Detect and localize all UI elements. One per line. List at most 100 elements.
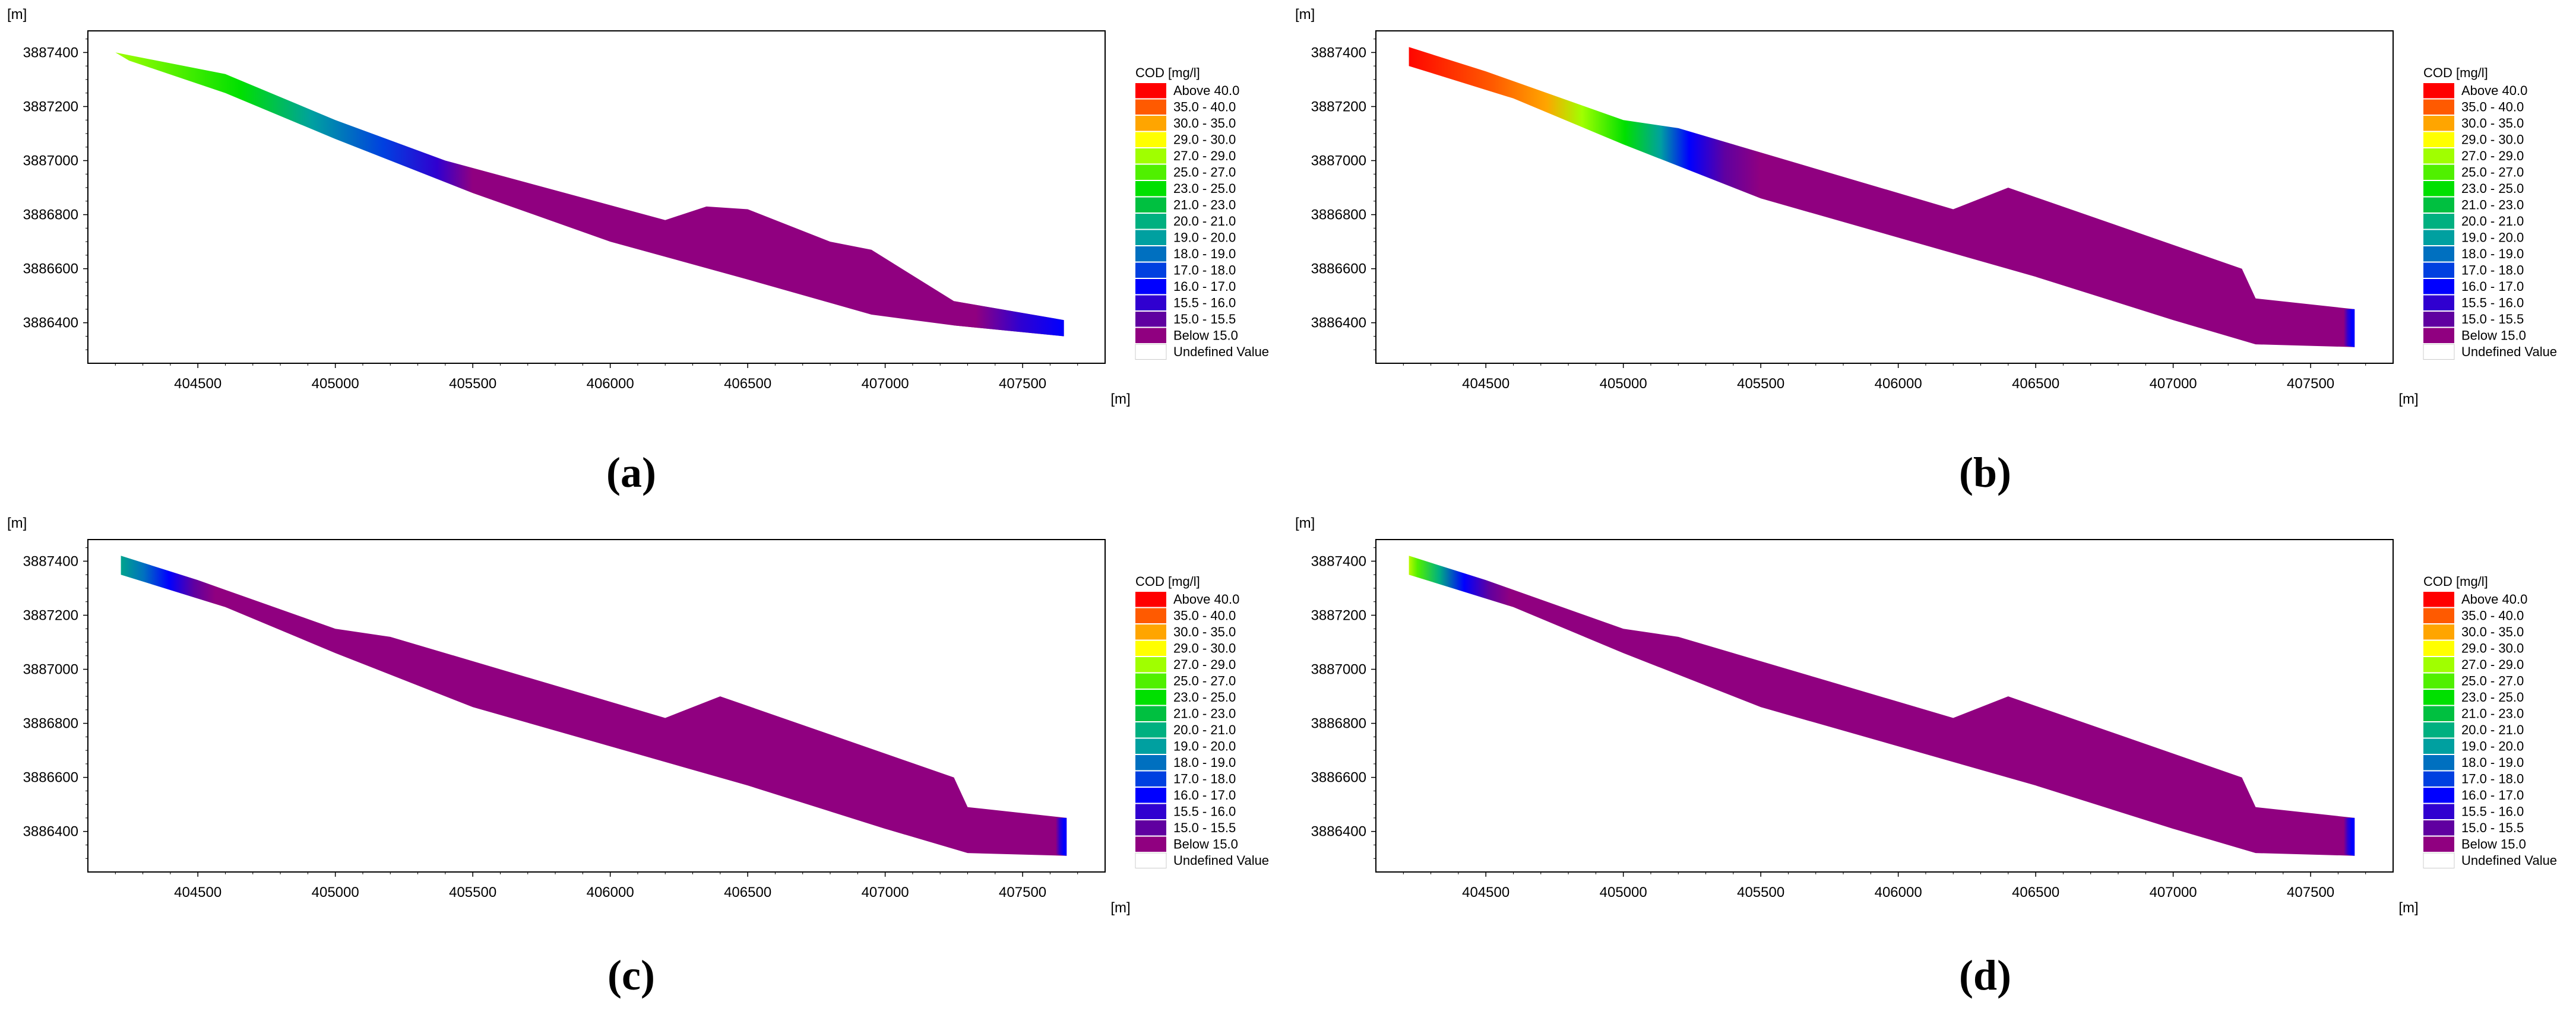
legend-swatch [1135, 755, 1166, 770]
legend-swatch [2423, 83, 2454, 99]
legend-label: 20.0 - 21.0 [2461, 722, 2524, 737]
y-tick-label: 3886600 [1311, 770, 1366, 786]
legend-label: 30.0 - 35.0 [1173, 624, 1236, 639]
legend-swatch [1135, 722, 1166, 738]
legend-swatch [1135, 116, 1166, 131]
legend-label: 19.0 - 20.0 [2461, 739, 2524, 754]
legend-swatch [2423, 706, 2454, 721]
legend-swatch [1135, 99, 1166, 115]
y-tick-label: 3886400 [1311, 315, 1366, 331]
y-tick-label: 3887000 [1311, 662, 1366, 678]
legend-swatch [1135, 820, 1166, 836]
legend-label: 15.0 - 15.5 [1173, 312, 1236, 326]
legend-swatch [1135, 246, 1166, 262]
legend-swatch [2423, 592, 2454, 607]
legend-label: 29.0 - 30.0 [2461, 641, 2524, 656]
legend-label: 15.0 - 15.5 [2461, 820, 2524, 835]
legend-label: 27.0 - 29.0 [2461, 148, 2524, 163]
legend-label: 27.0 - 29.0 [2461, 657, 2524, 672]
x-tick-label: 406500 [2012, 884, 2059, 900]
legend-swatch [1135, 640, 1166, 656]
panel-d: 404500 405000 405500 406000 406500 407000 4075… [1288, 509, 2576, 1018]
legend-swatch [1135, 197, 1166, 213]
legend-label: 17.0 - 18.0 [1173, 772, 1236, 787]
y-tick-label: 3887200 [23, 607, 78, 623]
y-tick-label: 3887400 [23, 45, 78, 61]
cod-field-end [954, 301, 1064, 337]
legend-swatch [1135, 312, 1166, 327]
legend-label: 17.0 - 18.0 [2461, 772, 2524, 787]
legend-swatch [1135, 230, 1166, 245]
y-tick-label: 3886800 [1311, 716, 1366, 732]
y-tick-label: 3887000 [23, 662, 78, 678]
x-tick-label: 407500 [999, 884, 1046, 900]
legend-label: Above 40.0 [2461, 592, 2527, 607]
legend-swatch [2423, 804, 2454, 819]
legend-swatch [2423, 246, 2454, 262]
legend-label: Above 40.0 [1173, 592, 1239, 607]
legend-swatch [1135, 344, 1167, 360]
legend-swatch [2423, 640, 2454, 656]
legend-swatch [2423, 197, 2454, 213]
y-tick-label: 3887200 [1311, 607, 1366, 623]
legend-label: Below 15.0 [1173, 837, 1238, 852]
legend-title: COD [mg/l] [2423, 574, 2488, 589]
legend-label: Below 15.0 [2461, 837, 2526, 852]
legend-swatch [1135, 279, 1166, 294]
y-tick-label: 3887000 [1311, 153, 1366, 169]
cod-field-end [2343, 817, 2355, 856]
y-unit-label: [m] [7, 7, 27, 23]
legend-swatch [1135, 608, 1166, 623]
x-tick-label: 405500 [449, 884, 496, 900]
caption-c: (c) [607, 952, 655, 999]
legend-label: 15.5 - 16.0 [1173, 296, 1236, 310]
legend-swatch [2423, 279, 2454, 294]
legend-swatch [1135, 788, 1166, 803]
legend-swatch [1135, 214, 1166, 229]
legend-swatch [1135, 148, 1166, 164]
legend-label: 27.0 - 29.0 [1173, 657, 1236, 672]
legend-swatch [2423, 771, 2454, 787]
x-tick-label: 405000 [1600, 884, 1647, 900]
legend-label: Above 40.0 [2461, 83, 2527, 98]
legend-label: 19.0 - 20.0 [1173, 230, 1236, 245]
legend-swatch [2423, 755, 2454, 770]
legend-swatch [2423, 312, 2454, 327]
x-tick-label: 407500 [999, 376, 1046, 392]
legend-swatch [2423, 608, 2454, 623]
legend-swatch [1135, 836, 1166, 852]
y-tick-label: 3886600 [23, 770, 78, 786]
legend-title: COD [mg/l] [2423, 65, 2488, 80]
cod-field [121, 556, 1067, 856]
legend-swatch [1135, 690, 1166, 705]
legend-label: 21.0 - 23.0 [1173, 198, 1236, 213]
cod-field [1409, 47, 2355, 347]
legend-swatch [1135, 771, 1166, 787]
legend-swatch [2423, 295, 2454, 310]
legend-label: 18.0 - 19.0 [1173, 755, 1236, 770]
legend-swatch [2423, 738, 2454, 754]
x-unit-label: [m] [2398, 391, 2418, 407]
y-tick-label: 3887400 [1311, 45, 1366, 61]
legend-label: 30.0 - 35.0 [1173, 116, 1236, 131]
legend-label: 30.0 - 35.0 [2461, 624, 2524, 639]
x-tick-label: 404500 [1462, 376, 1509, 392]
caption-a: (a) [606, 449, 656, 496]
legend-label: 20.0 - 21.0 [1173, 214, 1236, 229]
y-tick-label: 3886800 [1311, 207, 1366, 223]
legend-label: 21.0 - 23.0 [1173, 706, 1236, 721]
y-tick-label: 3886800 [23, 207, 78, 223]
legend-label: 15.5 - 16.0 [2461, 296, 2524, 310]
legend-label: 27.0 - 29.0 [1173, 148, 1236, 163]
legend-swatch [1135, 295, 1166, 310]
legend-swatch [1135, 132, 1166, 147]
y-tick-label: 3886400 [23, 824, 78, 840]
legend-label: 18.0 - 19.0 [2461, 755, 2524, 770]
y-tick-label: 3886600 [1311, 261, 1366, 277]
y-tick-label: 3887200 [23, 99, 78, 115]
legend-label: Undefined Value [2461, 853, 2557, 868]
legend-swatch [1135, 328, 1166, 343]
x-tick-label: 407500 [2287, 376, 2334, 392]
panel-b: 404500 405000 405500 406000 406500 407000 4075… [1288, 0, 2576, 509]
x-tick-label: 407500 [2287, 884, 2334, 900]
